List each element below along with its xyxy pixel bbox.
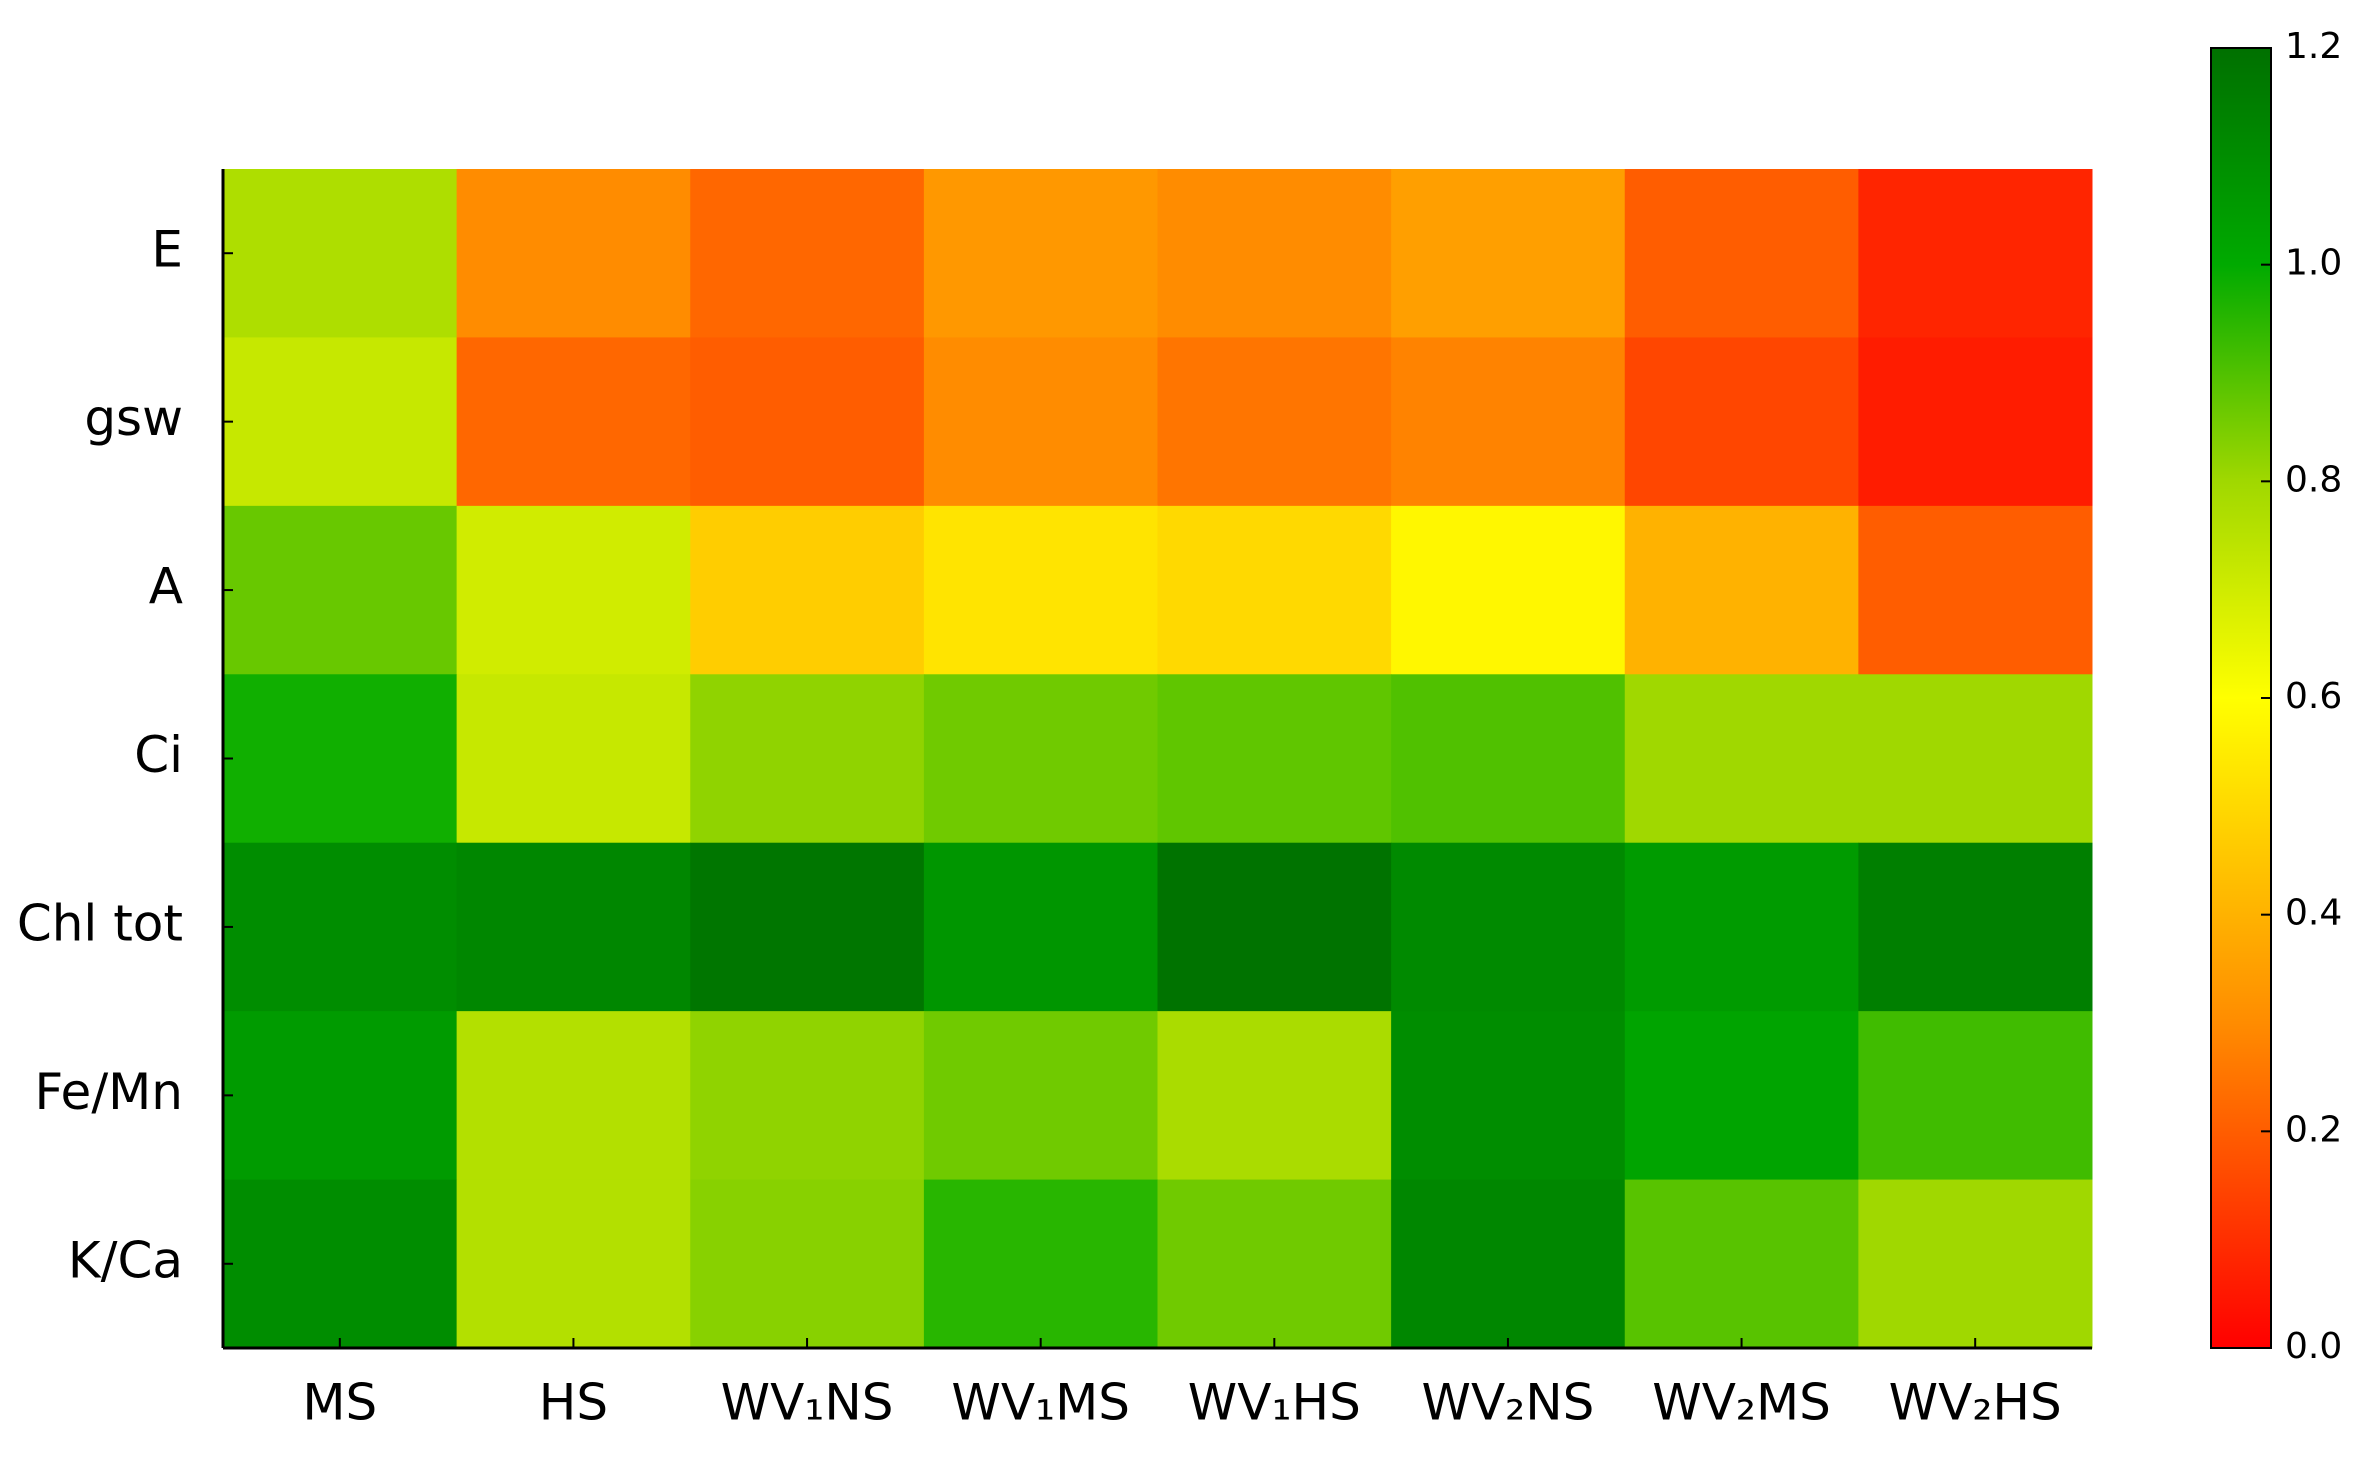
y-tick-label: Ci [134, 726, 183, 784]
heatmap-cell [1391, 842, 1626, 1012]
heatmap-cell [923, 169, 1158, 338]
heatmap-cell [223, 1179, 458, 1349]
heatmap-cell [1391, 1011, 1626, 1181]
y-tick-label: gsw [84, 389, 183, 447]
colorbar-tick-label: 0.4 [2285, 893, 2342, 934]
colorbar-tick-label: 0.2 [2285, 1109, 2342, 1150]
x-tick-label: WV₂NS [1422, 1374, 1595, 1432]
heatmap-cell [690, 1179, 925, 1349]
heatmap-cell [456, 674, 691, 844]
heatmap-cell [223, 842, 458, 1012]
y-tick-label: Chl tot [17, 894, 183, 952]
x-tick-label: WV₁NS [721, 1374, 894, 1432]
heatmap-cell [1624, 1179, 1859, 1349]
heatmap-cell [456, 337, 691, 507]
heatmap-cell [690, 337, 925, 507]
heatmap-cell [1157, 505, 1392, 675]
heatmap-cell [690, 1011, 925, 1181]
colorbar-tick-label: 1.2 [2285, 26, 2342, 67]
heatmap-cell [923, 337, 1158, 507]
x-tick-label: WV₂MS [1652, 1374, 1831, 1432]
heatmap-cell [1858, 1179, 2093, 1349]
heatmap-cell [923, 842, 1158, 1012]
heatmap-cell [223, 1011, 458, 1181]
colorbar-tick-label: 0.0 [2285, 1326, 2342, 1367]
heatmap-cell [223, 169, 458, 338]
heatmap-cell [690, 505, 925, 675]
y-tick-label: K/Ca [68, 1231, 183, 1289]
heatmap-cell [1391, 505, 1626, 675]
colorbar-tick-label: 0.6 [2285, 676, 2342, 717]
heatmap-cell [1157, 1179, 1392, 1349]
x-tick-label: WV₂HS [1889, 1374, 2062, 1432]
colorbar-tick-label: 0.8 [2285, 459, 2342, 500]
heatmap-cell [456, 1179, 691, 1349]
heatmap-cell [223, 674, 458, 844]
heatmap-cell [1391, 1179, 1626, 1349]
y-tick-label: A [149, 558, 183, 616]
heatmap-cell [1157, 337, 1392, 507]
heatmap-cell [1858, 1011, 2093, 1181]
heatmap-cell [1858, 169, 2093, 338]
heatmap-cell [1624, 842, 1859, 1012]
heatmap-cell [1624, 505, 1859, 675]
x-tick-label: HS [539, 1374, 608, 1432]
heatmap-cell [1858, 505, 2093, 675]
heatmap-cell [456, 1011, 691, 1181]
heatmap-cell [1624, 1011, 1859, 1181]
heatmap-cell [690, 169, 925, 338]
heatmap-cell [923, 1011, 1158, 1181]
heatmap-cell [690, 842, 925, 1012]
x-tick-label: MS [302, 1374, 377, 1432]
heatmap-cell [1157, 674, 1392, 844]
heatmap-cell [456, 505, 691, 675]
heatmap-cell [923, 1179, 1158, 1349]
heatmap-cell [1624, 337, 1859, 507]
heatmap-cell [690, 674, 925, 844]
heatmap-cell [1858, 337, 2093, 507]
heatmap-cell [456, 842, 691, 1012]
heatmap-cell [1624, 169, 1859, 338]
y-tick-label: E [151, 221, 183, 279]
heatmap-cell [223, 337, 458, 507]
heatmap-cell [1391, 674, 1626, 844]
heatmap-cell [223, 505, 458, 675]
x-tick-label: WV₁MS [951, 1374, 1130, 1432]
heatmap-cell [456, 169, 691, 338]
x-tick-label: WV₁HS [1188, 1374, 1361, 1432]
y-tick-label: Fe/Mn [35, 1063, 183, 1121]
heatmap-cell [1624, 674, 1859, 844]
heatmap-cell [923, 674, 1158, 844]
heatmap-cell [1391, 169, 1626, 338]
heatmap-cell [1858, 842, 2093, 1012]
colorbar-tick-label: 1.0 [2285, 243, 2342, 284]
heatmap-cell [1858, 674, 2093, 844]
heatmap-cell [1391, 337, 1626, 507]
heatmap-cell [1157, 169, 1392, 338]
heatmap-cell [1157, 1011, 1392, 1181]
heatmap-cell [923, 505, 1158, 675]
heatmap-cell [1157, 842, 1392, 1012]
